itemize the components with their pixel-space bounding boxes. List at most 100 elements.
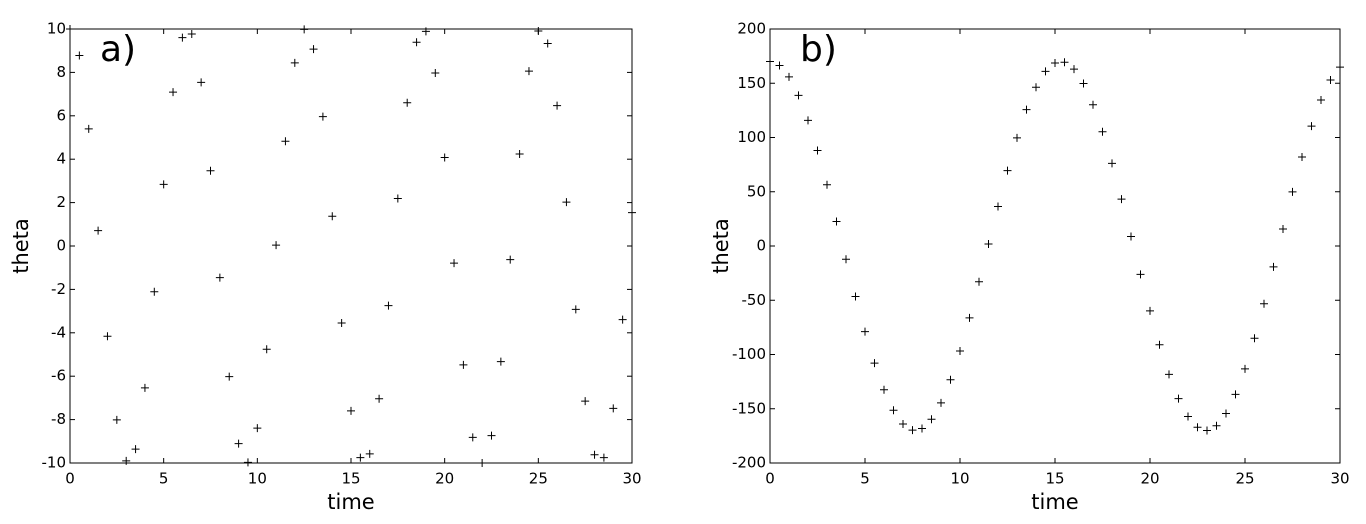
- marker: [609, 404, 618, 413]
- marker: [1231, 390, 1240, 399]
- marker: [899, 419, 907, 428]
- marker: [880, 385, 888, 394]
- marker: [975, 277, 983, 286]
- marker: [1070, 65, 1078, 74]
- marker: [562, 198, 571, 207]
- marker: [169, 88, 178, 97]
- marker: [590, 450, 599, 459]
- y-tick-label: 50: [747, 182, 766, 200]
- marker: [889, 406, 898, 415]
- x-tick-label: 10: [248, 470, 267, 488]
- marker: [804, 116, 812, 125]
- x-tick-label: 30: [622, 470, 641, 488]
- marker: [365, 449, 374, 458]
- marker: [262, 345, 271, 354]
- marker: [918, 424, 926, 433]
- y-tick-label: -200: [732, 454, 766, 472]
- marker: [131, 445, 140, 454]
- x-tick-label: 15: [1045, 470, 1064, 488]
- y-tick-label: 10: [47, 20, 66, 38]
- x-tick-label: 25: [529, 470, 548, 488]
- marker: [946, 375, 955, 384]
- marker: [103, 332, 112, 341]
- marker: [506, 255, 515, 264]
- marker: [1336, 63, 1344, 72]
- marker: [1060, 58, 1069, 67]
- marker: [1051, 58, 1059, 67]
- marker: [1241, 364, 1249, 373]
- marker: [851, 292, 860, 301]
- marker: [403, 98, 412, 107]
- marker: [187, 29, 196, 38]
- marker: [1022, 105, 1031, 114]
- y-tick-label: 6: [56, 106, 66, 124]
- panel-label: a): [100, 29, 136, 70]
- marker: [178, 33, 187, 42]
- marker: [328, 212, 337, 221]
- y-axis-label: theta: [709, 218, 733, 274]
- marker: [628, 208, 636, 217]
- y-tick-label: -50: [742, 291, 767, 309]
- marker: [908, 426, 917, 435]
- marker: [150, 287, 159, 296]
- marker: [234, 439, 243, 448]
- plot-frame: [769, 28, 1341, 464]
- marker: [794, 91, 803, 100]
- marker: [431, 69, 440, 78]
- marker: [994, 202, 1002, 211]
- marker: [984, 240, 993, 249]
- marker: [1326, 75, 1335, 84]
- marker: [197, 78, 206, 87]
- marker: [1041, 67, 1050, 76]
- plot-frame: [69, 28, 633, 464]
- marker: [356, 453, 365, 462]
- marker: [775, 61, 784, 70]
- marker: [75, 51, 84, 60]
- marker: [318, 112, 327, 121]
- y-tick-label: 2: [56, 193, 66, 211]
- marker: [440, 153, 449, 162]
- x-axis-label: time: [1031, 490, 1078, 514]
- marker: [272, 241, 281, 250]
- x-axis-label: time: [327, 490, 374, 514]
- marker: [122, 456, 131, 465]
- marker: [1165, 370, 1173, 379]
- marker: [243, 458, 252, 467]
- marker: [861, 327, 869, 336]
- marker: [832, 217, 841, 226]
- marker: [1003, 166, 1012, 175]
- y-tick-label: -150: [732, 399, 766, 417]
- marker: [1269, 262, 1278, 271]
- marker: [571, 305, 580, 314]
- y-tick-label: -10: [42, 454, 67, 472]
- marker: [450, 259, 459, 268]
- y-tick-label: -6: [51, 367, 66, 385]
- marker: [599, 453, 608, 462]
- marker: [956, 347, 964, 356]
- marker: [1184, 412, 1192, 421]
- y-tick-label: 150: [737, 74, 766, 92]
- marker: [393, 194, 402, 203]
- marker: [785, 72, 793, 81]
- marker: [1089, 100, 1097, 109]
- marker: [290, 58, 299, 67]
- marker: [478, 459, 487, 467]
- marker: [300, 25, 309, 34]
- marker: [1288, 187, 1297, 196]
- marker: [870, 359, 879, 368]
- marker: [543, 39, 552, 48]
- marker: [581, 397, 590, 406]
- x-tick-label: 15: [341, 470, 360, 488]
- marker: [384, 301, 393, 310]
- marker: [813, 146, 822, 155]
- y-tick-label: -8: [51, 410, 66, 428]
- y-tick-label: 8: [56, 63, 66, 81]
- y-tick-label: 200: [737, 20, 766, 38]
- y-tick-label: -2: [51, 280, 66, 298]
- marker: [1098, 127, 1107, 136]
- marker: [1250, 334, 1259, 343]
- marker: [1298, 153, 1306, 162]
- marker: [1279, 224, 1287, 233]
- marker: [524, 67, 533, 76]
